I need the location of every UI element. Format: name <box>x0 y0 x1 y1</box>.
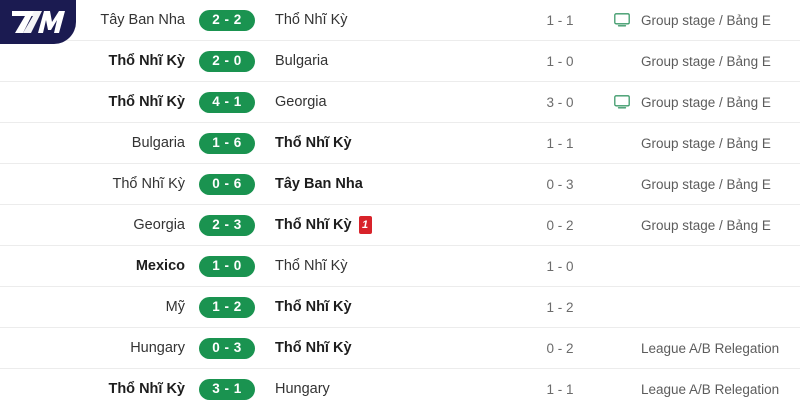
match-row[interactable]: Tây Ban Nha 2 - 2 Thổ Nhĩ Kỳ 1 - 1 Group sta… <box>0 0 800 41</box>
halftime-score: 0 - 3 <box>546 176 574 192</box>
7m-logo-icon <box>12 11 65 33</box>
score-badge[interactable]: 3 - 1 <box>199 378 255 400</box>
home-team-name: Hungary <box>130 340 185 356</box>
match-row[interactable]: Bulgaria 1 - 6 Thổ Nhĩ Kỳ 1 - 1 Group stage … <box>0 123 800 164</box>
away-team-name: Thổ Nhĩ Kỳ <box>275 340 352 356</box>
score-cell: 2 - 2 <box>185 9 269 31</box>
away-team-name: Tây Ban Nha <box>275 176 363 192</box>
score-badge[interactable]: 2 - 2 <box>199 9 255 31</box>
away-team-name: Thổ Nhĩ Kỳ <box>275 258 348 274</box>
score-cell: 2 - 0 <box>185 50 269 72</box>
away-team-cell: Thổ Nhĩ Kỳ <box>269 299 515 315</box>
match-row[interactable]: Mexico 1 - 0 Thổ Nhĩ Kỳ 1 - 0 <box>0 246 800 287</box>
competition-name[interactable]: Group stage / Bảng E <box>641 12 771 28</box>
away-team-cell: Hungary <box>269 381 515 397</box>
home-team-name: Mỹ <box>165 299 185 315</box>
score-badge[interactable]: 2 - 3 <box>199 214 255 236</box>
home-team-name: Thổ Nhĩ Kỳ <box>112 176 185 192</box>
home-team-name: Mexico <box>135 258 185 274</box>
competition-name[interactable]: Group stage / Bảng E <box>641 176 771 192</box>
red-card-icon: 1 <box>358 216 372 234</box>
score-badge[interactable]: 1 - 6 <box>199 132 255 154</box>
away-team-name: Bulgaria <box>275 53 329 69</box>
score-badge[interactable]: 1 - 2 <box>199 296 255 318</box>
away-team-name: Thổ Nhĩ Kỳ <box>275 135 352 151</box>
match-row[interactable]: Mỹ 1 - 2 Thổ Nhĩ Kỳ 1 - 2 <box>0 287 800 328</box>
home-team-name: Tây Ban Nha <box>100 12 185 28</box>
halftime-score: 1 - 0 <box>546 258 574 274</box>
away-team-name: Georgia <box>275 94 327 110</box>
home-team-name: Thổ Nhĩ Kỳ <box>108 94 185 110</box>
competition-name[interactable]: League A/B Relegation <box>641 381 780 397</box>
match-row[interactable]: Thổ Nhĩ Kỳ 0 - 6 Tây Ban Nha 0 - 3 Group sta… <box>0 164 800 205</box>
competition-name[interactable]: Group stage / Bảng E <box>641 94 771 110</box>
halftime-score: 0 - 2 <box>546 340 574 356</box>
score-badge[interactable]: 1 - 0 <box>199 255 255 277</box>
match-row[interactable]: Thổ Nhĩ Kỳ 4 - 1 Georgia 3 - 0 Group stage /… <box>0 82 800 123</box>
brand-logo[interactable] <box>0 0 76 44</box>
away-team-cell: Thổ Nhĩ Kỳ <box>269 258 515 274</box>
home-team-name: Thổ Nhĩ Kỳ <box>108 381 185 397</box>
score-badge[interactable]: 0 - 6 <box>199 173 255 195</box>
away-team-cell: Thổ Nhĩ Kỳ <box>269 12 515 28</box>
halftime-score: 1 - 1 <box>546 12 574 28</box>
score-cell: 0 - 3 <box>185 337 269 359</box>
match-row[interactable]: Thổ Nhĩ Kỳ 3 - 1 Hungary 1 - 1 League A/B Re… <box>0 369 800 400</box>
score-cell: 0 - 6 <box>185 173 269 195</box>
away-team-cell: Tây Ban Nha <box>269 176 515 192</box>
score-cell: 4 - 1 <box>185 91 269 113</box>
away-team-name: Thổ Nhĩ Kỳ <box>275 12 348 28</box>
broadcast-cell <box>605 13 639 27</box>
broadcast-cell <box>605 95 639 109</box>
tv-broadcast-icon[interactable] <box>614 13 630 27</box>
halftime-score: 1 - 1 <box>546 135 574 151</box>
match-row[interactable]: Georgia 2 - 3 Thổ Nhĩ Kỳ 1 0 - 2 Group stage … <box>0 205 800 246</box>
score-cell: 3 - 1 <box>185 378 269 400</box>
tv-broadcast-icon[interactable] <box>614 95 630 109</box>
home-team-name: Thổ Nhĩ Kỳ <box>108 53 185 69</box>
away-team-name: Hungary <box>275 381 330 397</box>
score-badge[interactable]: 0 - 3 <box>199 337 255 359</box>
halftime-score: 0 - 2 <box>546 217 574 233</box>
halftime-score: 1 - 2 <box>546 299 574 315</box>
home-team-name: Georgia <box>133 217 185 233</box>
competition-name[interactable]: Group stage / Bảng E <box>641 135 771 151</box>
away-team-cell: Thổ Nhĩ Kỳ 1 <box>269 216 515 234</box>
away-team-cell: Thổ Nhĩ Kỳ <box>269 340 515 356</box>
score-badge[interactable]: 2 - 0 <box>199 50 255 72</box>
away-team-cell: Bulgaria <box>269 53 515 69</box>
home-team-name: Bulgaria <box>131 135 185 151</box>
score-badge[interactable]: 4 - 1 <box>199 91 255 113</box>
away-team-name: Thổ Nhĩ Kỳ <box>275 217 352 233</box>
away-team-name: Thổ Nhĩ Kỳ <box>275 299 352 315</box>
competition-name[interactable]: Group stage / Bảng E <box>641 217 771 233</box>
score-cell: 1 - 6 <box>185 132 269 154</box>
match-row[interactable]: Thổ Nhĩ Kỳ 2 - 0 Bulgaria 1 - 0 Group stage … <box>0 41 800 82</box>
score-cell: 2 - 3 <box>185 214 269 236</box>
score-cell: 1 - 2 <box>185 296 269 318</box>
match-row[interactable]: Hungary 0 - 3 Thổ Nhĩ Kỳ 0 - 2 League A/B Re… <box>0 328 800 369</box>
competition-name[interactable]: Group stage / Bảng E <box>641 53 771 69</box>
away-team-cell: Thổ Nhĩ Kỳ <box>269 135 515 151</box>
competition-name[interactable]: League A/B Relegation <box>641 340 780 356</box>
halftime-score: 3 - 0 <box>546 94 574 110</box>
away-team-cell: Georgia <box>269 94 515 110</box>
score-cell: 1 - 0 <box>185 255 269 277</box>
halftime-score: 1 - 1 <box>546 381 574 397</box>
halftime-score: 1 - 0 <box>546 53 574 69</box>
